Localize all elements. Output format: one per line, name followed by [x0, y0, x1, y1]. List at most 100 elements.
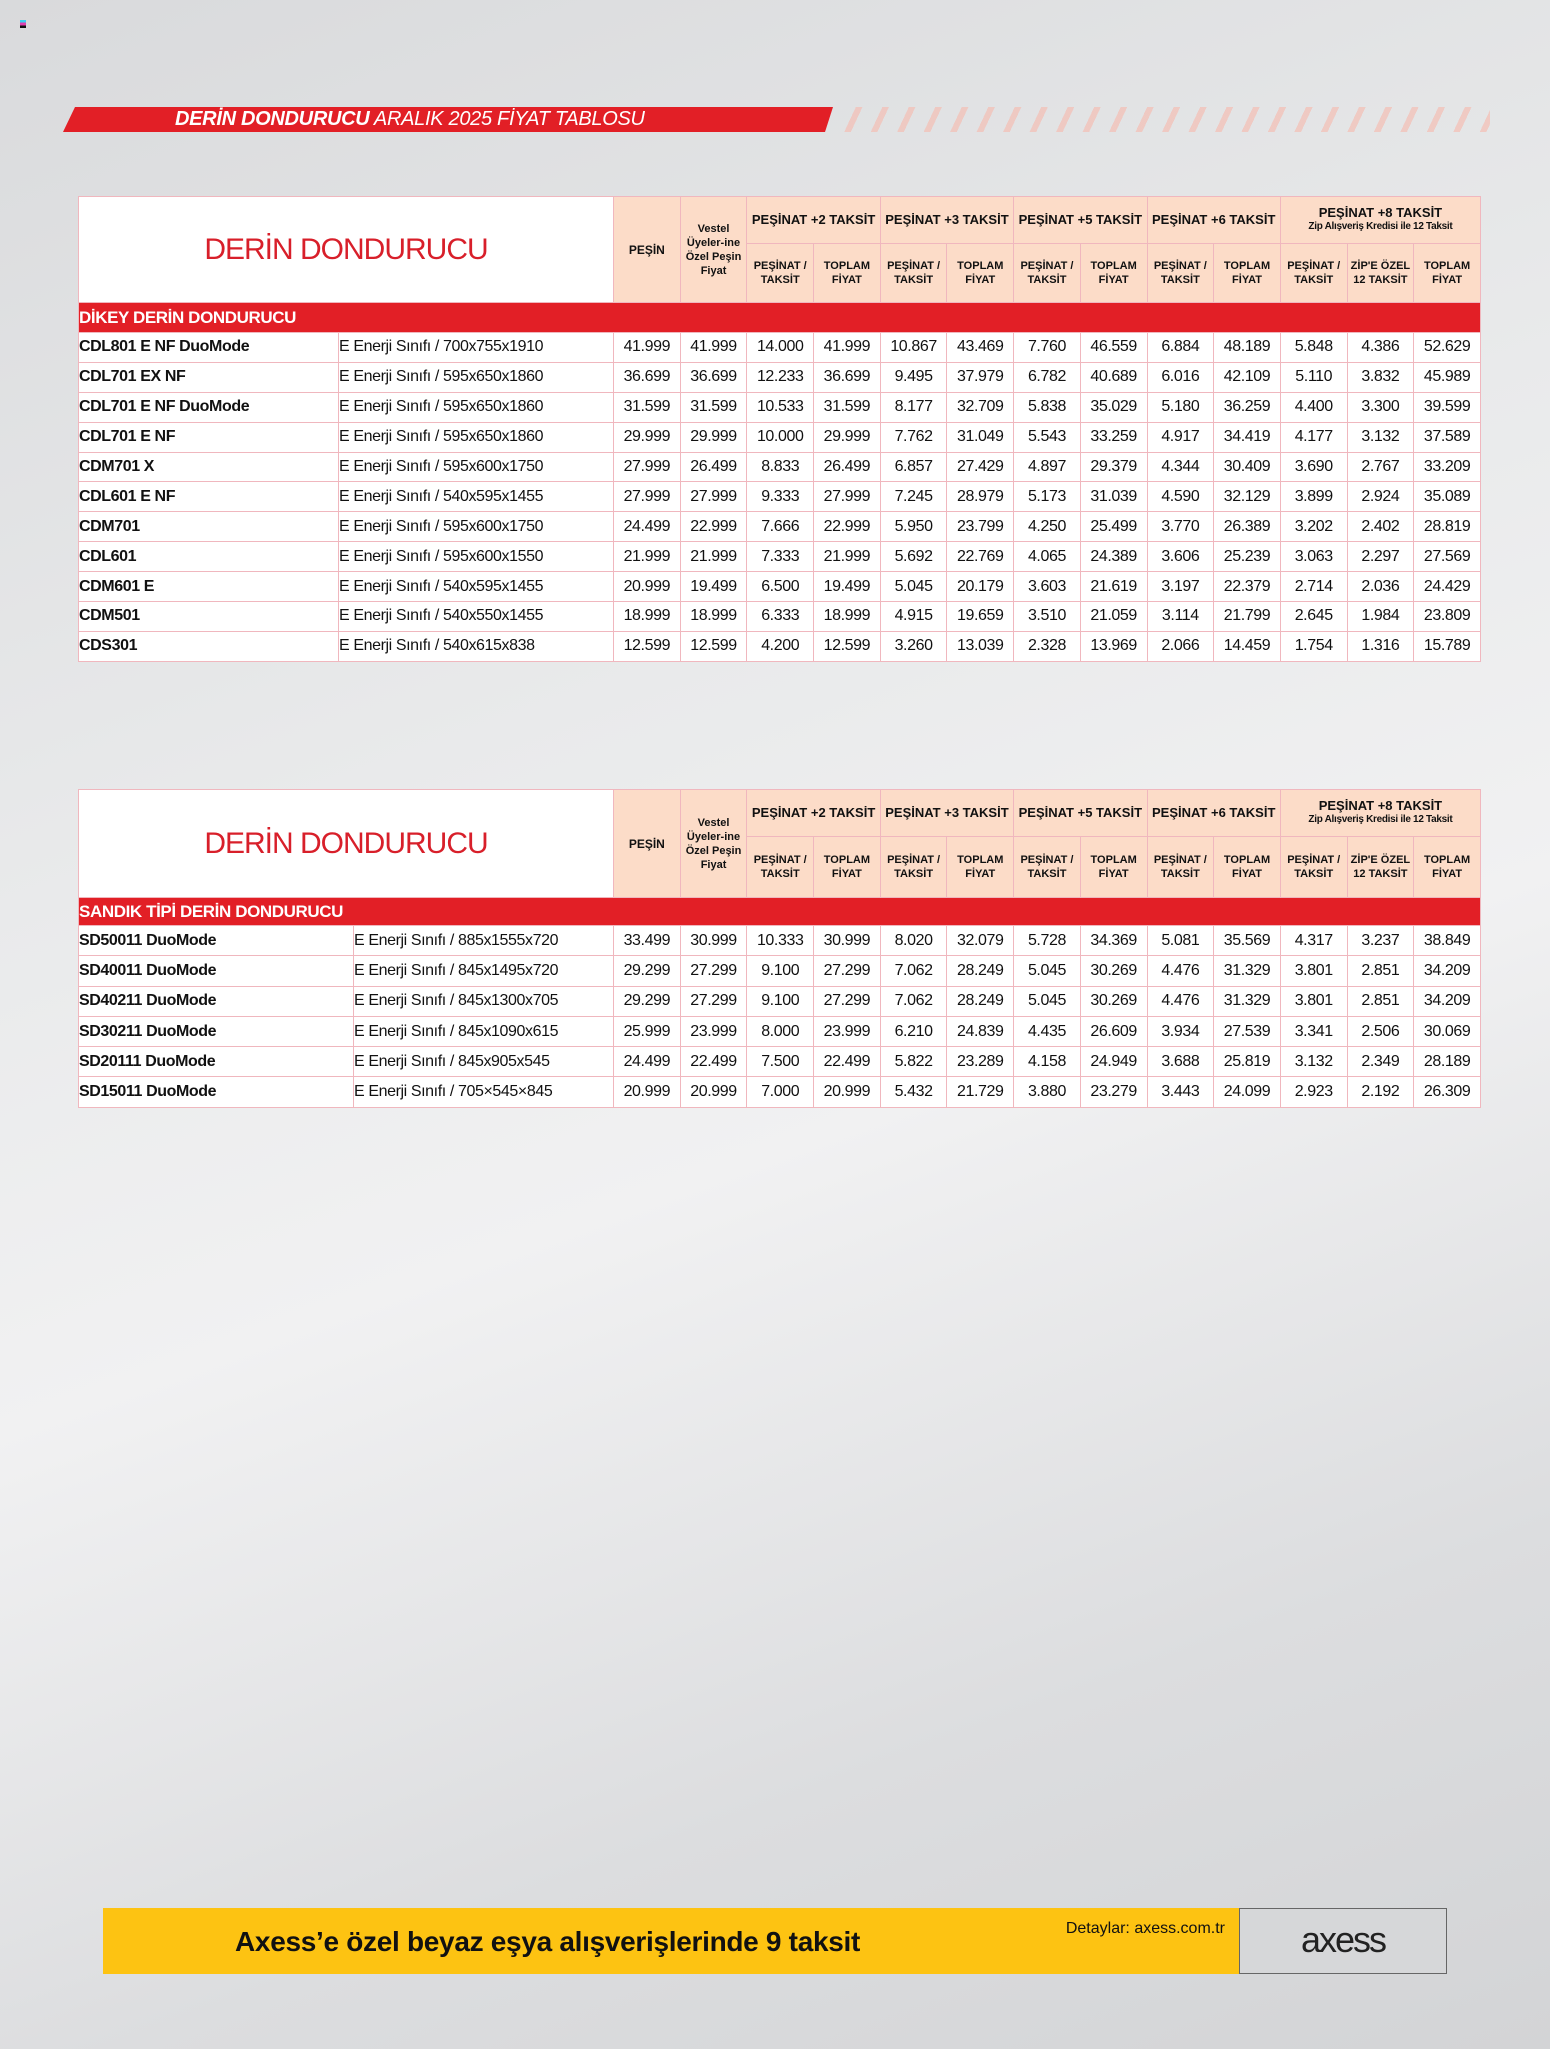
price-cell: 28.979	[946, 481, 1015, 513]
price-cell: 28.249	[946, 985, 1015, 1017]
price-cell: 3.202	[1279, 511, 1348, 543]
price-cell: 26.609	[1079, 1015, 1148, 1048]
axess-logo: axess	[1239, 1908, 1447, 1974]
price-cell: 3.063	[1279, 541, 1348, 573]
model-name: CDL601	[78, 541, 339, 573]
header-row-sub: PEŞİNAT / TAKSİT TOPLAM FİYAT PEŞİNAT / TA…	[79, 836, 1481, 898]
group-label: PEŞİNAT +3 TAKSİT	[885, 212, 1009, 227]
price-cell: 9.333	[746, 481, 815, 513]
table-row: CDL701 E NF DuoMode E Enerji Sınıfı / 595…	[78, 391, 1481, 423]
price-cell: 3.880	[1013, 1076, 1081, 1108]
model-name: CDL701 E NF	[78, 421, 339, 453]
col-vestel-label: Vestel Üyeler-ine Özel Peşin Fiyat	[685, 816, 742, 871]
subcol-toplam-fiyat: TOPLAM FİYAT	[813, 836, 881, 898]
price-cell: 20.999	[679, 1076, 748, 1108]
section-title: DİKEY DERİN DONDURUCU	[78, 302, 1481, 333]
price-cell: 24.499	[613, 1046, 681, 1078]
price-cell: 3.801	[1279, 955, 1348, 987]
price-cell: 42.109	[1213, 361, 1281, 393]
price-cell: 24.099	[1213, 1076, 1281, 1108]
price-cell: 31.039	[1079, 481, 1148, 513]
price-cell: 34.419	[1213, 421, 1281, 453]
price-cell: 23.809	[1413, 601, 1481, 632]
price-cell: 2.924	[1346, 481, 1415, 513]
model-spec: E Enerji Sınıfı / 540x595x1455	[338, 481, 614, 513]
price-cell: 2.192	[1346, 1076, 1415, 1108]
price-cell: 29.299	[613, 955, 681, 987]
price-cell: 27.299	[813, 955, 881, 987]
price-cell: 4.065	[1013, 541, 1081, 573]
price-cell: 4.250	[1013, 511, 1081, 543]
price-cell: 19.499	[679, 571, 748, 603]
promo-details-link[interactable]: Detaylar: axess.com.tr	[1065, 1920, 1225, 1937]
price-cell: 27.299	[813, 985, 881, 1017]
price-cell: 41.999	[679, 332, 748, 363]
subcol-toplam-fiyat: TOPLAM FİYAT	[1213, 836, 1281, 898]
group-header: PEŞİNAT +5 TAKSİT	[1013, 196, 1148, 244]
subcol-pesinat-taksit: PEŞİNAT / TAKSİT	[1013, 836, 1081, 898]
model-name: CDM701 X	[78, 451, 339, 483]
table-row: SD20111 DuoMode E Enerji Sınıfı / 845x905…	[78, 1046, 1481, 1078]
subcol-toplam-fiyat: TOPLAM FİYAT	[946, 836, 1015, 898]
model-spec: E Enerji Sınıfı / 700x755x1910	[338, 332, 614, 363]
subcol-pesinat-taksit: PEŞİNAT / TAKSİT	[1146, 836, 1215, 898]
subcol-toplam-fiyat: TOPLAM FİYAT	[1213, 243, 1281, 303]
header-row-sub: PEŞİNAT / TAKSİT TOPLAM FİYAT PEŞİNAT / TA…	[79, 243, 1481, 303]
model-spec: E Enerji Sınıfı / 595x600x1750	[338, 511, 614, 543]
price-cell: 26.389	[1213, 511, 1281, 543]
col-vestel-price: Vestel Üyeler-ine Özel Peşin Fiyat	[679, 196, 748, 303]
price-cell: 7.000	[746, 1076, 815, 1108]
price-cell: 4.344	[1146, 451, 1215, 483]
subcol-pesinat-taksit: PEŞİNAT / TAKSİT	[746, 243, 815, 303]
group-header: PEŞİNAT +2 TAKSİT	[746, 196, 881, 244]
price-cell: 2.066	[1146, 630, 1215, 662]
price-cell: 8.000	[746, 1015, 815, 1048]
price-cell: 36.699	[679, 361, 748, 393]
price-cell: 5.728	[1013, 924, 1081, 957]
header-row-top: DERİN DONDURUCU PEŞİN Vestel Üyeler-ine Öz…	[78, 196, 1481, 303]
table-row: CDL601 E Enerji Sınıfı / 595x600x1550 21.9…	[78, 541, 1481, 573]
model-spec: E Enerji Sınıfı / 540x550x1455	[338, 601, 614, 632]
axess-promo-banner: Axess’e özel beyaz eşya alışverişlerinde…	[103, 1908, 1239, 1974]
price-cell: 5.950	[879, 511, 948, 543]
price-cell: 5.543	[1013, 421, 1081, 453]
group-header: PEŞİNAT +8 TAKSİT Zip Alışveriş Kredisi i…	[1279, 789, 1481, 837]
price-cell: 29.299	[613, 985, 681, 1017]
page-title-banner: DERİN DONDURUCU ARALIK 2025 FİYAT TABLOS…	[63, 107, 833, 132]
model-spec: E Enerji Sınıfı / 595x650x1860	[338, 361, 614, 393]
col-vestel-price: Vestel Üyeler-ine Özel Peşin Fiyat	[679, 789, 748, 898]
price-cell: 2.767	[1346, 451, 1415, 483]
price-cell: 21.059	[1079, 601, 1148, 632]
subcol-pesinat-taksit: PEŞİNAT / TAKSİT	[1013, 243, 1081, 303]
price-cell: 41.999	[813, 332, 881, 363]
price-cell: 23.289	[946, 1046, 1015, 1078]
table-row: SD50011 DuoMode E Enerji Sınıfı / 885x155…	[78, 924, 1481, 957]
price-cell: 6.210	[879, 1015, 948, 1048]
price-cell: 39.599	[1413, 391, 1481, 423]
price-cell: 23.999	[679, 1015, 748, 1048]
subcol-pesinat-taksit: PEŞİNAT / TAKSİT	[879, 836, 948, 898]
subcol-zip: ZİP'E ÖZEL 12 TAKSİT	[1346, 243, 1415, 303]
price-cell: 9.495	[879, 361, 948, 393]
price-cell: 38.849	[1413, 924, 1481, 957]
model-spec: E Enerji Sınıfı / 845x905x545	[353, 1046, 614, 1078]
subcol-toplam-fiyat: TOPLAM FİYAT	[1413, 243, 1481, 303]
price-cell: 30.999	[813, 924, 881, 957]
price-cell: 3.443	[1146, 1076, 1215, 1108]
price-cell: 3.770	[1146, 511, 1215, 543]
model-name: CDM701	[78, 511, 339, 543]
price-cell: 2.506	[1346, 1015, 1415, 1048]
price-cell: 14.000	[746, 332, 815, 363]
table-row: SD40211 DuoMode E Enerji Sınıfı / 845x130…	[78, 985, 1481, 1017]
subcol-pesinat-taksit: PEŞİNAT / TAKSİT	[1279, 243, 1348, 303]
table-row: CDS301 E Enerji Sınıfı / 540x615x838 12.59…	[78, 630, 1481, 662]
price-cell: 7.762	[879, 421, 948, 453]
subcol-toplam-fiyat: TOPLAM FİYAT	[946, 243, 1015, 303]
subcol-pesinat-taksit: PEŞİNAT / TAKSİT	[746, 836, 815, 898]
group-label: PEŞİNAT +3 TAKSİT	[885, 805, 1009, 820]
model-spec: E Enerji Sınıfı / 595x600x1550	[338, 541, 614, 573]
col-pesin: PEŞİN	[613, 789, 681, 898]
price-cell: 31.329	[1213, 955, 1281, 987]
price-cell: 5.081	[1146, 924, 1215, 957]
